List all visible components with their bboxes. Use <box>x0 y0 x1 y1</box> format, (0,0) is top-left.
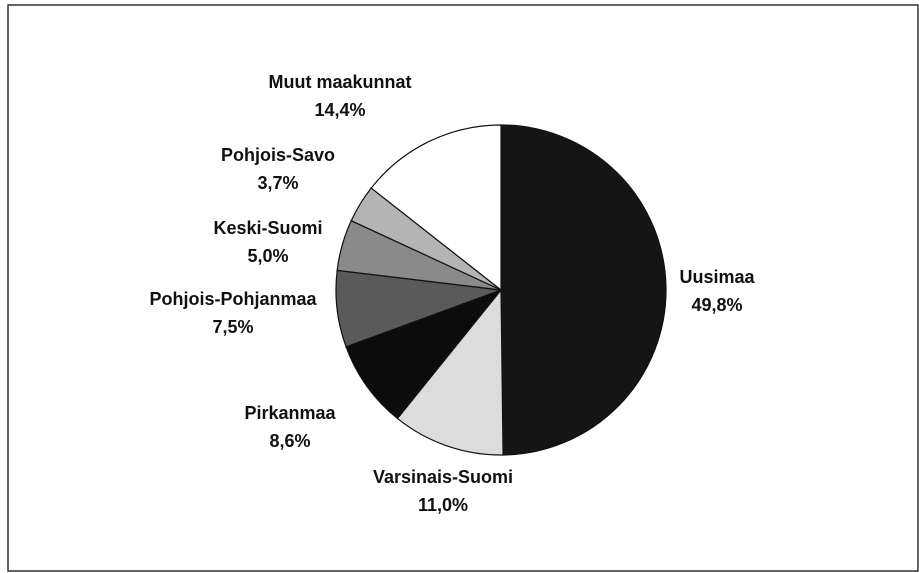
category-label: Pohjois-Savo <box>221 145 335 165</box>
category-label: Uusimaa <box>679 267 755 287</box>
category-label: Pirkanmaa <box>244 403 336 423</box>
value-label: 3,7% <box>257 173 298 193</box>
value-label: 8,6% <box>269 431 310 451</box>
pie-slice <box>500 124 667 456</box>
category-label: Varsinais-Suomi <box>373 467 513 487</box>
value-label: 7,5% <box>212 317 253 337</box>
value-label: 49,8% <box>691 295 742 315</box>
pie-slice <box>396 288 504 456</box>
pie-slice <box>345 288 503 420</box>
category-label: Keski-Suomi <box>213 218 322 238</box>
frame <box>7 4 919 572</box>
pie-slice <box>370 124 502 292</box>
value-label: 5,0% <box>247 246 288 266</box>
category-label: Pohjois-Pohjanmaa <box>149 289 317 309</box>
category-label: Muut maakunnat <box>268 72 411 92</box>
value-label: 14,4% <box>314 100 365 120</box>
value-label: 11,0% <box>418 495 468 515</box>
